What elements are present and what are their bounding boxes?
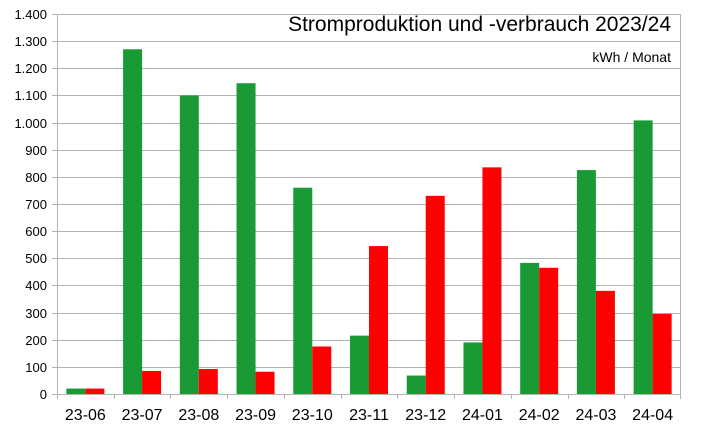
bar-series-1	[520, 262, 540, 394]
axes	[52, 14, 681, 399]
y-tick-label: 800	[25, 170, 47, 185]
bar-series-1	[633, 120, 653, 395]
y-tick-label: 0	[40, 387, 47, 402]
x-tick-label: 24-04	[632, 407, 673, 424]
y-tick-label: 600	[25, 224, 47, 239]
bar-series-1	[293, 187, 313, 394]
bars	[66, 49, 672, 395]
bar-series-2	[255, 371, 275, 394]
y-tick-label: 400	[25, 278, 47, 293]
bar-series-2	[652, 313, 672, 394]
y-tick-label: 200	[25, 333, 47, 348]
bar-series-2	[142, 370, 162, 394]
bar-series-2	[539, 267, 559, 394]
y-tick-label: 700	[25, 197, 47, 212]
y-tick-label: 1.300	[14, 34, 47, 49]
bar-series-2	[595, 290, 615, 394]
y-tick-label: 300	[25, 306, 47, 321]
plot-border	[57, 14, 681, 395]
bar-series-1	[236, 83, 256, 394]
chart-title: Stromproduktion und -verbrauch 2023/24	[288, 13, 671, 36]
y-tick-label: 500	[25, 251, 47, 266]
y-tick-label: 1.100	[14, 88, 47, 103]
bar-series-2	[482, 167, 502, 394]
bar-series-2	[85, 388, 105, 394]
x-tick-label: 23-10	[292, 407, 333, 424]
bar-series-1	[66, 388, 86, 394]
y-tick-label: 900	[25, 143, 47, 158]
y-tick-label: 1.000	[14, 116, 47, 131]
bar-series-1	[179, 95, 199, 394]
bar-series-2	[312, 346, 332, 394]
x-tick-label: 23-12	[405, 407, 446, 424]
x-tick-label: 23-11	[349, 407, 389, 424]
y-tick-label: 1.400	[14, 7, 47, 22]
x-tick-label: 23-06	[65, 407, 106, 424]
bar-series-2	[198, 369, 218, 394]
bar-series-1	[576, 170, 596, 394]
bar-series-1	[406, 375, 426, 394]
x-tick-label: 24-03	[575, 407, 616, 424]
x-tick-label: 23-08	[178, 407, 219, 424]
x-tick-label: 23-07	[122, 407, 163, 424]
unit-label: kWh / Monat	[592, 49, 671, 65]
bar-series-2	[369, 246, 388, 394]
bar-series-1	[123, 49, 143, 395]
x-tick-label: 24-01	[462, 407, 503, 424]
x-tick-label: 24-02	[519, 407, 560, 424]
y-tick-label: 1.200	[14, 61, 47, 76]
x-tick-labels: 23-06 23-07 23-08 23-09 23-10 23-11 23-12 24-01…	[65, 407, 673, 424]
bar-series-2	[425, 195, 445, 394]
y-tick-labels: 0 100 200 300 400 500 600 700 800 900 1.000 1.100 1.…	[14, 7, 47, 402]
x-tick-label: 23-09	[235, 407, 276, 424]
bar-series-1	[463, 342, 483, 394]
y-tick-label: 100	[25, 360, 47, 375]
bar-series-1	[350, 335, 369, 394]
